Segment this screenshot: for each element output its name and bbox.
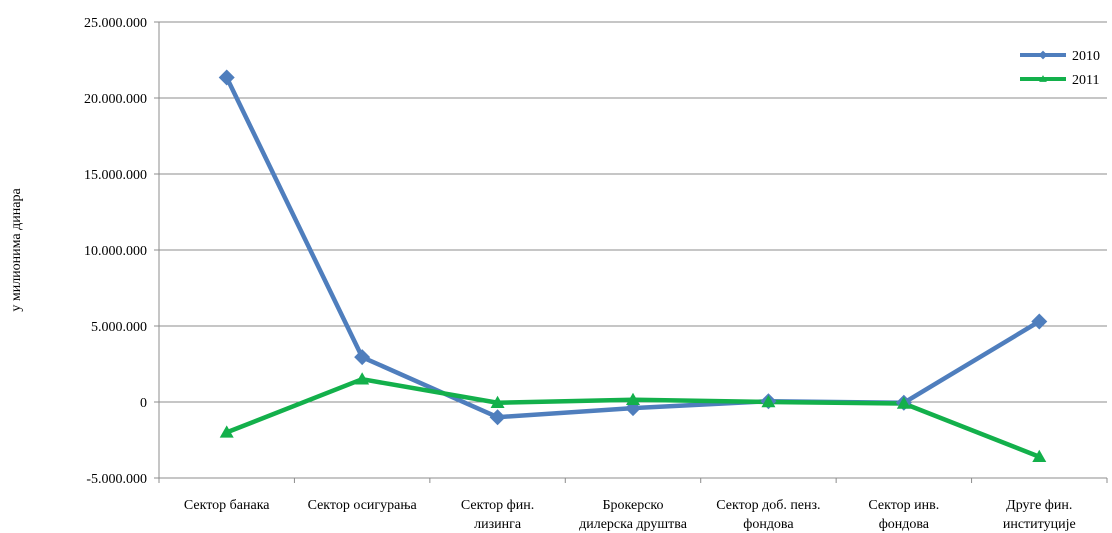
x-category-label: Сектор фин. лизинга — [461, 498, 534, 532]
y-tick-label: 20.000.000 — [84, 92, 147, 107]
x-category-label: Друге фин. институције — [1003, 498, 1076, 532]
y-tick-label: 25.000.000 — [84, 16, 147, 31]
data-point-2011 — [626, 392, 640, 405]
y-tick-label: 5.000.000 — [91, 320, 147, 335]
y-tick-label: 10.000.000 — [84, 244, 147, 259]
data-point-2010 — [218, 69, 235, 86]
data-point-2010 — [354, 349, 371, 366]
y-tick-label: 0 — [140, 396, 147, 411]
series-markers — [218, 69, 1048, 462]
data-point-2011 — [1032, 449, 1047, 462]
x-axis-categories: Сектор банака Сектор осигурања Сектор фин.… — [184, 498, 1076, 532]
data-point-2010 — [489, 409, 506, 426]
legend-marker-2011 — [1039, 75, 1047, 82]
data-point-2010 — [1031, 313, 1048, 330]
x-category-label: Сектор осигурања — [308, 498, 418, 513]
y-tick-label: -5.000.000 — [86, 472, 147, 487]
x-category-label: Сектор инв. фондова — [868, 498, 939, 532]
legend-label-2010: 2010 — [1072, 49, 1100, 64]
legend-label-2011: 2011 — [1072, 73, 1099, 88]
data-point-2011 — [761, 395, 776, 408]
gridlines — [159, 21, 1107, 479]
y-axis-label: у милионима динара — [9, 188, 24, 312]
data-point-2011 — [896, 396, 911, 409]
legend: 2010 2011 — [1020, 49, 1100, 88]
data-point-2011 — [219, 425, 234, 438]
x-category-label: Брокерско дилерска друштва — [579, 498, 688, 532]
x-category-label: Сектор доб. пенз. фондова — [716, 498, 820, 532]
y-axis-ticks: -5.000.000 0 5.000.000 10.000.000 15.000.000… — [84, 16, 159, 487]
legend-marker-2010 — [1038, 50, 1048, 60]
x-category-label: Сектор банака — [184, 498, 270, 513]
series-line-2010 — [224, 76, 1041, 420]
series-line-2011 — [225, 376, 1041, 459]
y-tick-label: 15.000.000 — [84, 168, 147, 183]
data-point-2011 — [490, 395, 505, 409]
data-point-2011 — [355, 372, 370, 385]
axes — [158, 22, 1108, 483]
